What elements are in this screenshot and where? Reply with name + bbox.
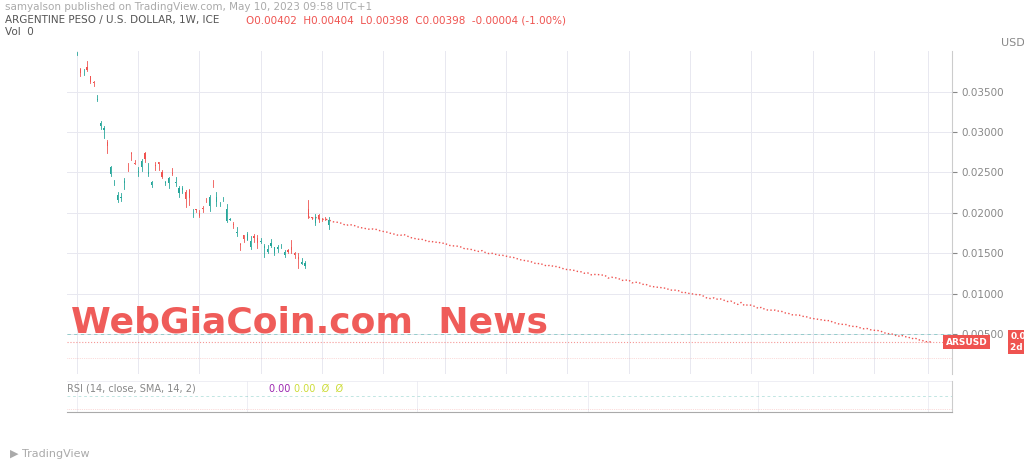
Bar [304, 263, 305, 266]
Text: RSI (14, close, SMA, 14, 2): RSI (14, close, SMA, 14, 2) [67, 384, 202, 394]
Text: samyalson published on TradingView.com, May 10, 2023 09:58 UTC+1: samyalson published on TradingView.com, … [5, 2, 373, 13]
Text: WebGiaCoin.com  News: WebGiaCoin.com News [71, 306, 548, 339]
Bar [168, 178, 169, 183]
Bar [175, 182, 176, 183]
Bar [301, 261, 302, 264]
Bar [199, 213, 200, 216]
Text: ▶ TradingView: ▶ TradingView [10, 449, 90, 459]
Text: ARGENTINE PESO / U.S. DOLLAR, 1W, ICE: ARGENTINE PESO / U.S. DOLLAR, 1W, ICE [5, 15, 226, 26]
Bar [308, 209, 309, 217]
Bar [165, 182, 166, 183]
Bar [185, 192, 186, 199]
Bar [263, 246, 265, 248]
Bar [147, 172, 148, 174]
Bar [273, 247, 275, 253]
Bar [291, 247, 292, 250]
Bar [253, 236, 255, 239]
Bar [131, 153, 132, 154]
Bar [247, 234, 248, 239]
Bar [237, 232, 238, 233]
Bar [124, 181, 125, 183]
Bar [314, 217, 315, 223]
Bar [329, 220, 330, 225]
Bar [216, 197, 217, 202]
Bar [298, 257, 299, 259]
Bar [117, 194, 118, 200]
Bar [100, 123, 101, 126]
Bar [267, 249, 268, 252]
Text: Vol  0: Vol 0 [5, 27, 34, 37]
Text: 0.00: 0.00 [269, 384, 297, 394]
Bar [311, 217, 312, 218]
Bar [111, 167, 112, 174]
Bar [158, 162, 159, 165]
Bar [257, 238, 258, 243]
Bar [202, 208, 204, 209]
Bar [318, 215, 319, 219]
Bar [243, 235, 245, 239]
Text: 0.00398
2d 14h: 0.00398 2d 14h [1011, 332, 1024, 352]
Bar [288, 251, 289, 252]
Bar [294, 253, 295, 255]
Bar [76, 53, 78, 54]
Bar [278, 247, 279, 249]
Bar [141, 161, 142, 167]
Bar [80, 69, 81, 73]
Bar [152, 182, 153, 185]
Bar [284, 252, 286, 255]
Bar [188, 190, 189, 198]
Bar [226, 209, 227, 221]
Bar [155, 165, 156, 166]
Bar [172, 173, 173, 174]
Text: O0.00402  H0.00404  L0.00398  C0.00398  -0.00004 (-1.00%): O0.00402 H0.00404 L0.00398 C0.00398 -0.0… [246, 15, 565, 26]
Bar [182, 188, 183, 190]
Bar [250, 240, 251, 247]
Text: USD: USD [1001, 38, 1024, 48]
Bar [134, 163, 135, 164]
Text: ARSUSD: ARSUSD [945, 338, 987, 347]
Bar [106, 142, 109, 146]
Bar [162, 173, 163, 177]
Bar [209, 197, 210, 206]
Bar [178, 187, 179, 193]
Bar [103, 128, 104, 130]
Text: 0.00  Ø  Ø: 0.00 Ø Ø [294, 384, 343, 394]
Bar [144, 153, 145, 159]
Bar [93, 82, 94, 83]
Bar [90, 76, 91, 82]
Bar [270, 243, 271, 246]
Bar [260, 241, 261, 242]
Bar [86, 67, 88, 70]
